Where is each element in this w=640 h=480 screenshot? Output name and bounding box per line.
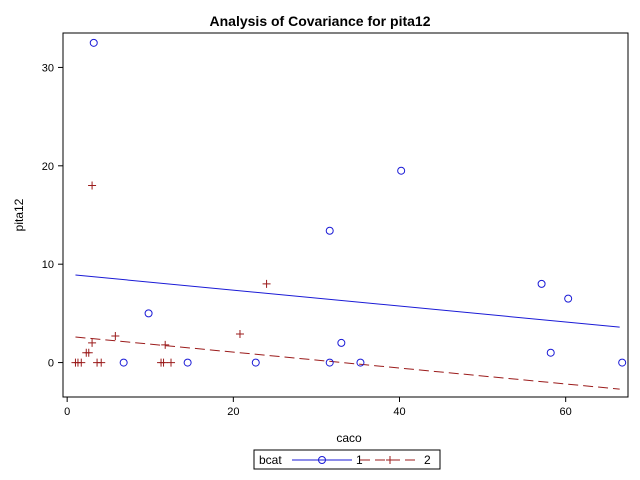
legend-title: bcat xyxy=(259,453,282,467)
data-point-series-2 xyxy=(159,358,168,367)
y-axis: 0 10 20 30 xyxy=(42,62,63,370)
x-tick-label: 60 xyxy=(560,406,572,418)
y-axis-label: pita12 xyxy=(12,198,26,231)
data-point-series-1 xyxy=(337,338,346,347)
data-point-series-2 xyxy=(161,340,170,349)
data-point-series-1 xyxy=(537,279,546,288)
chart-title: Analysis of Covariance for pita12 xyxy=(210,13,431,29)
data-point-series-2 xyxy=(88,181,97,190)
data-point-series-1 xyxy=(325,226,334,235)
data-point-series-2 xyxy=(84,348,93,357)
data-point-series-2 xyxy=(97,358,106,367)
data-point-series-2 xyxy=(111,332,120,341)
y-tick-label: 0 xyxy=(48,358,54,370)
fit-lines xyxy=(75,274,620,390)
data-point-series-2 xyxy=(262,279,271,288)
y-tick-label: 10 xyxy=(42,259,54,271)
legend-label-series-2: 2 xyxy=(424,453,431,467)
legend-marker-series-1 xyxy=(318,456,326,464)
data-point-series-2 xyxy=(235,330,244,339)
fit-line-series-1 xyxy=(75,274,620,328)
data-point-series-2 xyxy=(77,358,86,367)
data-point-series-1 xyxy=(183,358,192,367)
data-point-series-2 xyxy=(88,338,97,347)
y-tick-label: 30 xyxy=(42,62,54,74)
x-axis: 0 20 40 60 xyxy=(64,397,572,418)
data-point-series-1 xyxy=(397,166,406,175)
fit-line-series-2 xyxy=(75,336,620,390)
y-tick-label: 20 xyxy=(42,161,54,173)
x-tick-label: 40 xyxy=(393,406,405,418)
data-point-series-2 xyxy=(167,358,176,367)
x-tick-label: 0 xyxy=(64,406,70,418)
x-axis-label: caco xyxy=(336,431,362,445)
data-point-series-1 xyxy=(618,358,627,367)
data-point-series-1 xyxy=(251,358,260,367)
data-points xyxy=(71,38,627,367)
legend: bcat 1 2 xyxy=(253,449,441,470)
data-point-series-1 xyxy=(89,38,98,47)
data-point-series-1 xyxy=(564,294,573,303)
data-point-series-1 xyxy=(356,358,365,367)
plot-area xyxy=(62,32,629,398)
data-point-series-1 xyxy=(144,309,153,318)
legend-marker-series-2 xyxy=(386,456,394,464)
data-point-series-1 xyxy=(119,358,128,367)
legend-label-series-1: 1 xyxy=(356,453,363,467)
data-point-series-1 xyxy=(325,358,334,367)
data-point-series-1 xyxy=(546,348,555,357)
x-tick-label: 20 xyxy=(227,406,239,418)
